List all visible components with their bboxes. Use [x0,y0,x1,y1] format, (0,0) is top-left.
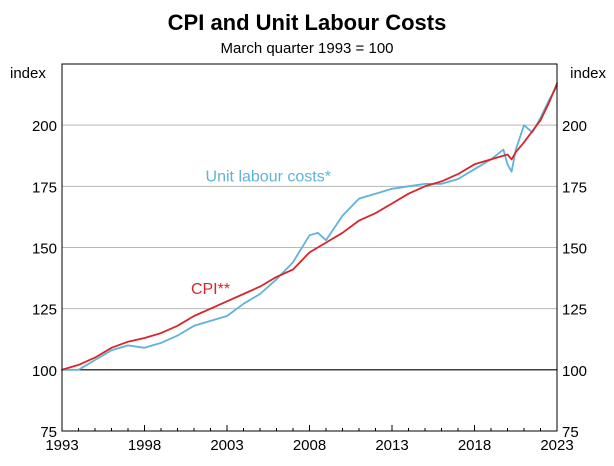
x-tick-1998: 1998 [128,437,161,454]
y-axis-label-left: index [10,65,46,82]
tick-layer: 75 75 100 100 125 125 150 150 175 175 200 200 1993 19… [32,118,587,454]
label-layer: Unit labour costs* CPI** [191,168,331,298]
y-tick-right-75: 75 [562,424,579,441]
series-layer [61,82,558,371]
y-tick-right-100: 100 [562,363,587,380]
grid-layer [62,124,557,310]
y-tick-left-125: 125 [32,302,57,319]
x-tick-1993: 1993 [45,437,78,454]
series-line-unit-labour-costs [61,85,558,371]
x-tick-2023: 2023 [540,437,573,454]
x-tick-2008: 2008 [293,437,326,454]
y-tick-right-125: 125 [562,302,587,319]
y-tick-left-200: 200 [32,118,57,135]
x-tick-2018: 2018 [458,437,491,454]
series-line-cpi [61,82,558,371]
x-tick-2013: 2013 [375,437,408,454]
series-label-unit-labour-costs: Unit labour costs* [206,168,331,185]
y-tick-left-150: 150 [32,241,57,258]
y-tick-left-75: 75 [40,424,57,441]
y-tick-left-100: 100 [32,363,57,380]
y-tick-right-150: 150 [562,241,587,258]
x-tick-2003: 2003 [210,437,243,454]
chart-subtitle: March quarter 1993 = 100 [220,40,393,57]
y-axis-label-right: index [570,65,606,82]
y-tick-right-200: 200 [562,118,587,135]
chart-title: CPI and Unit Labour Costs [168,10,447,35]
y-tick-left-175: 175 [32,179,57,196]
y-tick-right-175: 175 [562,179,587,196]
series-label-cpi: CPI** [191,281,230,298]
